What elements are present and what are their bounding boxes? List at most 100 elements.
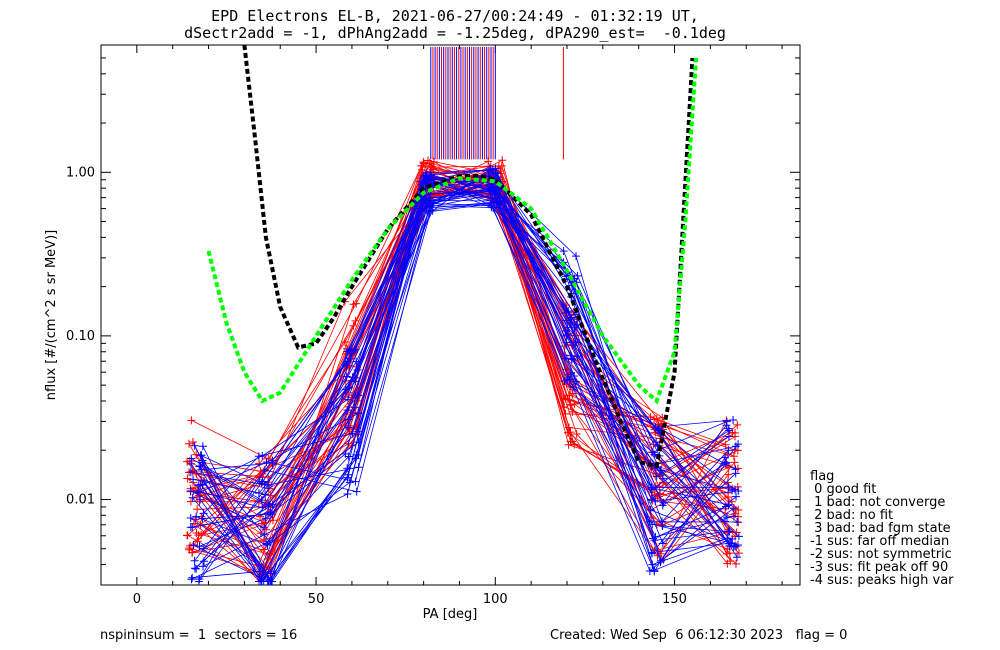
data-point-marker bbox=[255, 577, 264, 585]
data-clip-group bbox=[183, 45, 743, 585]
data-point-marker bbox=[723, 478, 732, 487]
data-point-marker bbox=[429, 198, 438, 207]
data-point-marker bbox=[198, 442, 207, 451]
data-point-marker bbox=[348, 429, 357, 438]
data-point-marker bbox=[562, 308, 571, 317]
data-point-marker bbox=[566, 401, 575, 410]
data-point-marker bbox=[343, 473, 352, 482]
data-point-marker bbox=[264, 501, 273, 510]
series-curve bbox=[190, 183, 736, 529]
data-point-marker bbox=[197, 465, 206, 474]
data-point-marker bbox=[722, 458, 731, 467]
data-point-marker bbox=[351, 316, 360, 325]
chart-title: EPD Electrons EL-B, 2021-06-27/00:24:49 … bbox=[211, 7, 699, 25]
data-point-marker bbox=[187, 459, 196, 468]
data-point-marker bbox=[425, 171, 434, 180]
series-curve bbox=[196, 193, 731, 554]
legend-item: 0 good fit bbox=[810, 482, 877, 497]
data-point-marker bbox=[732, 492, 741, 501]
data-point-marker bbox=[425, 202, 434, 211]
data-point-marker bbox=[344, 423, 353, 432]
data-point-marker bbox=[352, 299, 361, 308]
data-point-marker bbox=[350, 403, 359, 412]
series-curve bbox=[190, 176, 735, 562]
data-point-marker bbox=[419, 158, 428, 167]
data-point-marker bbox=[572, 430, 581, 439]
data-point-marker bbox=[729, 452, 738, 461]
data-point-marker bbox=[731, 485, 740, 494]
legend-title: flag bbox=[810, 469, 835, 484]
legend-item: -2 sus: not symmetric bbox=[810, 547, 952, 562]
series-curve bbox=[198, 203, 726, 582]
y-tick-label: 0.10 bbox=[66, 329, 95, 344]
data-point-marker bbox=[187, 575, 196, 584]
data-point-marker bbox=[189, 475, 198, 484]
data-point-marker bbox=[254, 489, 263, 498]
data-point-marker bbox=[345, 383, 354, 392]
series-curve bbox=[203, 188, 726, 562]
data-point-marker bbox=[192, 564, 201, 573]
data-point-marker bbox=[646, 412, 655, 421]
data-point-marker bbox=[421, 171, 430, 180]
data-point-marker bbox=[720, 517, 729, 526]
data-point-marker bbox=[648, 520, 657, 529]
data-point-marker bbox=[422, 194, 431, 203]
data-point-marker bbox=[262, 458, 271, 467]
data-point-marker bbox=[195, 542, 204, 551]
data-point-marker bbox=[729, 415, 738, 424]
data-point-marker bbox=[729, 504, 738, 513]
data-point-marker bbox=[342, 372, 351, 381]
data-point-marker bbox=[647, 495, 656, 504]
data-point-marker bbox=[263, 541, 272, 550]
data-point-marker bbox=[343, 464, 352, 473]
data-point-marker bbox=[186, 468, 195, 477]
legend-item: 2 bad: no fit bbox=[810, 508, 894, 523]
series-curve bbox=[190, 201, 728, 528]
series-curve bbox=[191, 191, 732, 580]
data-point-marker bbox=[572, 252, 581, 261]
data-point-marker bbox=[722, 417, 731, 426]
data-point-marker bbox=[343, 395, 352, 404]
data-point-marker bbox=[731, 465, 740, 474]
data-point-marker bbox=[647, 548, 656, 557]
data-point-marker bbox=[196, 462, 205, 471]
data-point-marker bbox=[188, 437, 197, 446]
data-point-marker bbox=[261, 514, 270, 523]
x-tick-label: 100 bbox=[483, 592, 508, 607]
legend-item: 3 bad: bad fgm state bbox=[810, 521, 951, 536]
footer-info: nspininsum = 1 sectors = 16 bbox=[100, 628, 298, 643]
data-point-marker bbox=[189, 541, 198, 550]
data-point-marker bbox=[733, 517, 742, 526]
data-point-marker bbox=[652, 438, 661, 447]
data-point-marker bbox=[570, 323, 579, 332]
data-point-marker bbox=[423, 156, 432, 165]
data-point-marker bbox=[730, 458, 739, 467]
series-curve bbox=[186, 177, 728, 560]
data-point-marker bbox=[190, 556, 199, 565]
data-point-marker bbox=[186, 497, 195, 506]
series-curve bbox=[192, 181, 733, 503]
data-point-marker bbox=[258, 503, 267, 512]
x-tick-label: 50 bbox=[308, 592, 325, 607]
data-point-marker bbox=[498, 156, 507, 165]
data-point-marker bbox=[192, 529, 201, 538]
data-point-marker bbox=[266, 491, 275, 500]
series-curve bbox=[193, 203, 736, 494]
data-point-marker bbox=[351, 477, 360, 486]
data-point-marker bbox=[352, 487, 361, 496]
legend-item: -3 sus: fit peak off 90 bbox=[810, 560, 949, 575]
series-curve bbox=[202, 169, 733, 491]
data-point-marker bbox=[647, 483, 656, 492]
data-point-marker bbox=[351, 390, 360, 399]
data-point-marker bbox=[193, 505, 202, 514]
flag-legend: flag 0 good fit 1 bad: not converge 2 ba… bbox=[810, 470, 954, 587]
y-tick-label: 0.01 bbox=[66, 492, 95, 507]
legend-item: -4 sus: peaks high var bbox=[810, 573, 954, 588]
data-point-marker bbox=[566, 351, 575, 360]
plot-frame bbox=[100, 44, 801, 586]
legend-item: -1 sus: far off median bbox=[810, 534, 950, 549]
series-curve bbox=[201, 169, 730, 583]
fit-curve-green bbox=[206, 57, 699, 405]
y-tick-label: 1.00 bbox=[66, 165, 95, 180]
data-point-marker bbox=[491, 190, 500, 199]
